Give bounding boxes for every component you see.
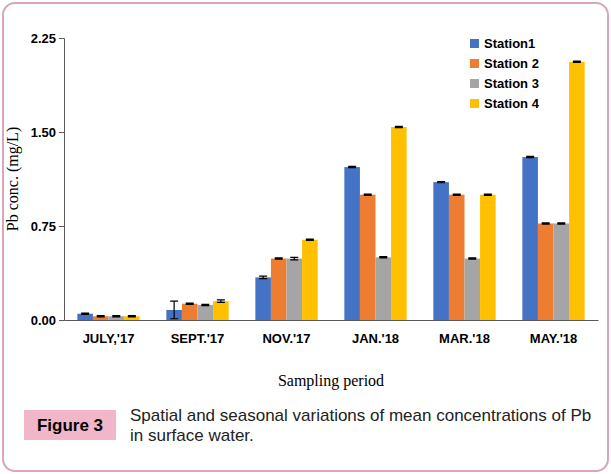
y-axis-title: Pb conc. (mg/L)	[4, 127, 22, 231]
bar	[569, 62, 585, 320]
x-tick: NOV.'17	[262, 320, 310, 346]
y-tick: 1.50	[31, 125, 64, 140]
error-bar	[186, 303, 194, 304]
bar	[344, 167, 360, 320]
y-axis-line	[59, 39, 65, 321]
y-tick-label: 0.75	[31, 219, 56, 234]
error-bar	[395, 126, 403, 127]
error-bar	[453, 194, 461, 195]
bar	[391, 127, 407, 320]
bar	[538, 223, 554, 320]
bar	[287, 259, 303, 320]
legend-label: Station 3	[484, 76, 539, 91]
x-tick-label: SEPT.'17	[171, 331, 225, 346]
legend: Station1 Station 2 Station 3 Station 4	[470, 36, 540, 111]
x-tick: MAY.'18	[530, 320, 577, 346]
bar	[522, 157, 538, 320]
bar	[449, 195, 465, 320]
x-axis-title: Sampling period	[278, 372, 384, 390]
series	[77, 156, 538, 320]
legend-label: Station1	[484, 36, 535, 51]
x-tick: JAN.'18	[352, 320, 399, 346]
bar	[554, 223, 570, 320]
error-bar	[112, 316, 120, 317]
x-tick-label: JULY,'17	[83, 331, 135, 346]
y-tick-mark	[59, 38, 64, 39]
caption-text: Spatial and seasonal variations of mean …	[130, 406, 591, 445]
bar	[124, 316, 140, 320]
series	[124, 61, 585, 320]
caption: Figure 3 Spatial and seasonal variations …	[24, 406, 591, 445]
bar	[271, 259, 287, 320]
x-tick: MAR.'18	[439, 320, 490, 346]
error-bar	[379, 257, 387, 258]
error-bar	[275, 258, 283, 259]
bar	[182, 304, 198, 320]
error-bar	[484, 194, 492, 195]
frame	[3, 3, 608, 471]
bar	[93, 316, 109, 320]
error-bar	[557, 223, 565, 224]
plot-area	[77, 61, 584, 320]
series	[109, 223, 570, 320]
error-bar	[364, 194, 372, 195]
chart: 0.000.751.502.25JULY,'17SEPT.'17NOV.'17J…	[0, 0, 611, 474]
figure-label-box	[24, 410, 116, 440]
legend-swatch	[470, 39, 479, 48]
bar	[480, 195, 496, 320]
error-bar	[170, 301, 178, 319]
legend-label: Station 4	[484, 96, 540, 111]
bar	[198, 305, 214, 320]
y-tick-label: 0.00	[31, 313, 56, 328]
error-bar	[259, 276, 267, 279]
x-axis-line	[65, 320, 599, 321]
legend-swatch	[470, 99, 479, 108]
bar	[213, 301, 229, 320]
legend-swatch	[470, 79, 479, 88]
error-bar	[526, 156, 534, 157]
error-bar	[542, 223, 550, 224]
x-axis: JULY,'17 SEPT.'17 NOV.'17 JAN.'18 MAR.'18 MAY…	[65, 320, 599, 346]
bar	[433, 182, 449, 320]
error-bar	[128, 316, 136, 317]
bar	[109, 316, 125, 320]
y-tick: 2.25	[31, 31, 64, 46]
bar	[77, 314, 93, 320]
bar	[360, 195, 376, 320]
y-tick-label: 2.25	[31, 31, 56, 46]
y-axis: 0.00 0.75 1.50 2.25	[31, 31, 65, 328]
y-tick-label: 1.50	[31, 125, 56, 140]
y-tick-mark	[59, 320, 64, 321]
x-tick: JULY,'17	[83, 320, 135, 346]
x-tick-label: NOV.'17	[262, 331, 310, 346]
y-tick: 0.00	[31, 313, 64, 328]
error-bar	[81, 313, 89, 314]
error-bar	[217, 300, 225, 303]
error-bar	[468, 258, 476, 259]
x-tick: SEPT.'17	[171, 320, 225, 346]
error-bar	[573, 61, 581, 62]
error-bar	[348, 166, 356, 167]
bar	[465, 259, 481, 320]
x-tick-label: JAN.'18	[352, 331, 399, 346]
error-bar	[97, 316, 105, 317]
y-tick-mark	[59, 226, 64, 227]
bar	[255, 277, 271, 320]
error-bar	[290, 257, 298, 260]
figure-label: Figure 3	[37, 416, 103, 435]
series	[93, 194, 554, 320]
error-bar	[306, 239, 314, 240]
x-tick-label: MAY.'18	[530, 331, 577, 346]
error-bar	[437, 182, 445, 183]
y-tick-mark	[59, 132, 64, 133]
error-bar	[201, 304, 209, 305]
bar	[376, 257, 392, 320]
legend-swatch	[470, 59, 479, 68]
bar	[302, 240, 318, 320]
y-tick: 0.75	[31, 219, 64, 234]
x-tick-label: MAR.'18	[439, 331, 490, 346]
legend-label: Station 2	[484, 56, 539, 71]
